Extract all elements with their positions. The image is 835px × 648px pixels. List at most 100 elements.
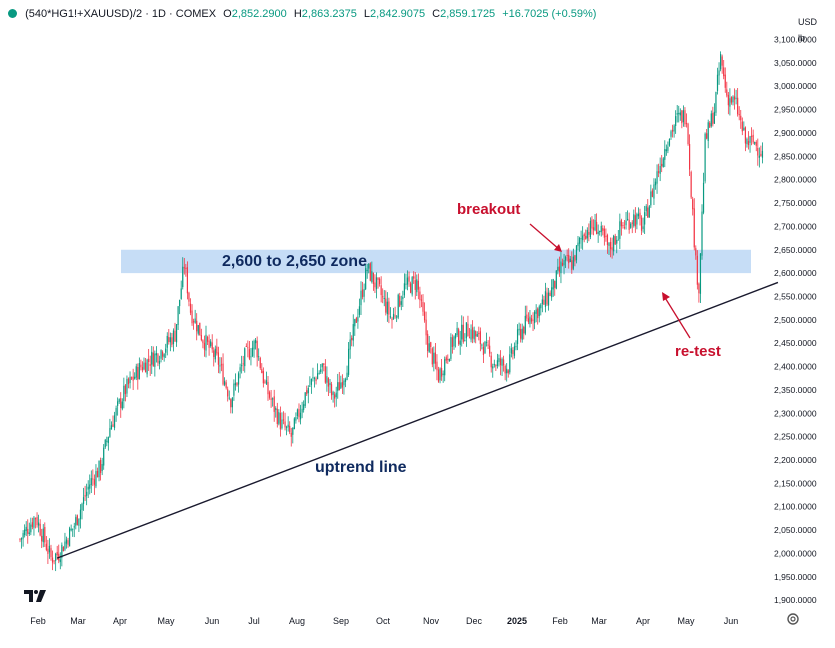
candle-body <box>456 327 458 336</box>
candle-body <box>174 330 176 342</box>
candle-body <box>382 296 384 298</box>
candle-body <box>518 328 520 331</box>
candle-body <box>230 399 232 408</box>
candle-body <box>707 122 709 141</box>
candle-body <box>340 382 342 389</box>
candle-body <box>19 539 21 541</box>
zone-label: 2,600 to 2,650 zone <box>222 253 367 270</box>
candle-body <box>216 346 218 354</box>
retest-arrowhead-icon <box>662 292 670 301</box>
candle-body <box>337 382 339 391</box>
candle-body <box>169 337 171 343</box>
candle-body <box>623 227 626 229</box>
candle-body <box>379 278 381 285</box>
candle-body <box>737 97 739 115</box>
candle-body <box>448 358 450 362</box>
candle-body <box>55 553 57 561</box>
candle-body <box>664 149 666 160</box>
candle-body <box>158 360 161 364</box>
candle-body <box>70 528 72 531</box>
candle-body <box>196 320 198 332</box>
candle-body <box>90 478 92 485</box>
candle-body <box>414 280 416 290</box>
candle-body <box>157 354 159 363</box>
candle-body <box>61 544 63 558</box>
candle-body <box>591 219 593 229</box>
candle-body <box>220 364 223 366</box>
gear-icon[interactable] <box>786 612 800 626</box>
candle-body <box>239 367 241 372</box>
tradingview-logo-icon <box>24 590 46 602</box>
candle-body <box>329 382 331 386</box>
candle-body <box>645 206 647 212</box>
candle-body <box>552 279 554 290</box>
candle-body <box>151 351 153 365</box>
candle-body <box>79 509 82 520</box>
candle-body <box>510 348 512 354</box>
candle-body <box>741 121 743 132</box>
candle-body <box>526 314 528 319</box>
candle-body <box>253 340 255 350</box>
candle-body <box>313 377 316 379</box>
symbol-label[interactable]: (540*HG1!+XAUUSD)/2 · 1D · COMEX <box>25 8 217 20</box>
candle-body <box>47 548 49 554</box>
y-tick-label: 2,100.0000 <box>774 502 817 512</box>
candle-body <box>267 381 269 395</box>
y-tick-label: 2,400.0000 <box>774 362 817 372</box>
candle-body <box>202 340 204 344</box>
low-label: L <box>363 8 371 20</box>
candle-body <box>389 316 392 318</box>
candle-body <box>53 560 55 562</box>
chart-header: (540*HG1!+XAUUSD)/2 · 1D · COMEX O2,852.… <box>8 8 596 20</box>
candle-body <box>447 358 449 360</box>
price-scale-units[interactable]: USD lb <box>798 14 817 46</box>
y-tick-label: 3,100.0000 <box>774 35 817 45</box>
candle-body <box>658 171 660 173</box>
candle-body <box>405 283 407 285</box>
candle-body <box>761 150 764 158</box>
candle-body <box>366 269 368 271</box>
candle-body <box>183 267 185 269</box>
y-tick-label: 2,800.0000 <box>774 175 817 185</box>
candle-body <box>124 385 126 395</box>
candle-body <box>689 144 691 170</box>
candle-body <box>348 348 350 375</box>
candle-body <box>146 359 148 375</box>
uptrend-line[interactable] <box>56 281 779 559</box>
candle-body <box>120 398 122 408</box>
y-tick-label: 1,900.0000 <box>774 595 817 605</box>
low-value: 2,842.9075 <box>370 8 426 20</box>
candle-body <box>718 70 720 76</box>
candle-body <box>346 372 348 380</box>
candle-body <box>504 366 506 374</box>
candle-body <box>177 306 179 325</box>
candle-body <box>596 221 598 235</box>
candle-body <box>611 247 613 251</box>
x-tick-label: Mar <box>70 616 86 626</box>
breakout-arrowhead-icon <box>554 244 562 252</box>
candle-body <box>123 385 125 402</box>
candle-body <box>242 363 244 365</box>
candle-body <box>503 359 505 366</box>
candle-body <box>454 333 457 339</box>
candle-body <box>563 260 565 266</box>
candle-body <box>507 370 509 374</box>
y-tick-label: 2,700.0000 <box>774 221 817 231</box>
candle-body <box>627 218 629 220</box>
y-tick-label: 2,050.0000 <box>774 525 817 535</box>
candle-body <box>715 91 717 113</box>
candle-body <box>433 352 435 364</box>
candle-body <box>509 354 511 373</box>
candle-body <box>365 268 367 290</box>
candle-body <box>95 471 97 487</box>
candle-body <box>625 220 627 226</box>
candle-body <box>501 358 503 366</box>
candle-body <box>103 447 105 466</box>
candle-body <box>191 310 193 324</box>
candle-body <box>293 418 295 430</box>
candle-body <box>351 337 353 341</box>
candle-body <box>138 363 140 380</box>
candle-body <box>236 382 238 386</box>
y-tick-label: 2,850.0000 <box>774 151 817 161</box>
